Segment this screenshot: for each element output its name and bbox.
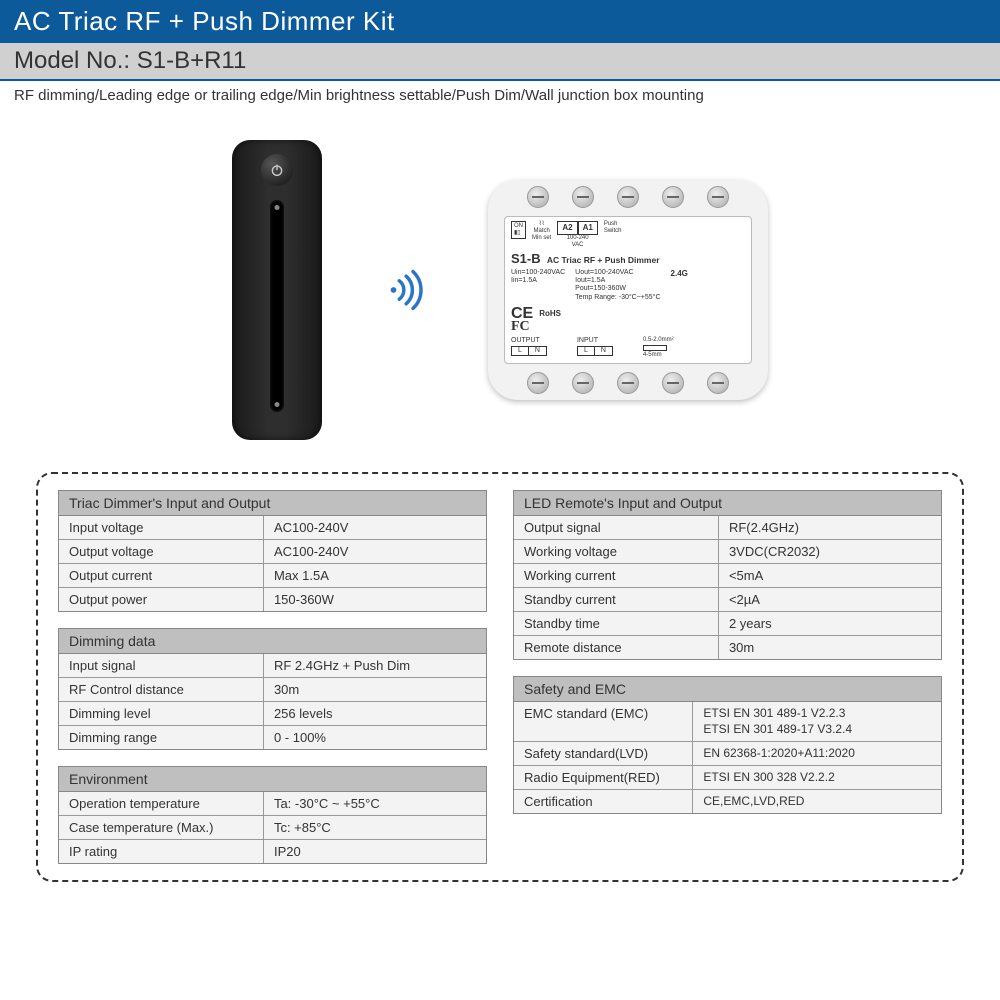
- dimmer-module-illustration: ON ▮▯ ⌇⌇ Match Min set A2 A1 100-240 VAC…: [488, 180, 768, 400]
- module-label-panel: ON ▮▯ ⌇⌇ Match Min set A2 A1 100-240 VAC…: [504, 216, 752, 364]
- spec-uin: Uin=100-240VAC: [511, 269, 565, 277]
- spec-iout: Iout=1.5A: [575, 277, 660, 285]
- specs-area: Triac Dimmer's Input and Output Input vo…: [36, 472, 964, 882]
- module-screws-bottom: [488, 372, 768, 394]
- table-row: Case temperature (Max.)Tc: +85°C: [59, 816, 486, 840]
- table-triac-io: Triac Dimmer's Input and Output Input vo…: [58, 490, 487, 612]
- table-row: Output currentMax 1.5A: [59, 564, 486, 588]
- spec-col-right: LED Remote's Input and Output Output sig…: [513, 490, 942, 864]
- remote-slider-track: [270, 200, 284, 412]
- table-row: Dimming range0 - 100%: [59, 726, 486, 749]
- table-row: Output voltageAC100-240V: [59, 540, 486, 564]
- push-switch-label: Push Switch: [604, 221, 622, 235]
- product-images-row: ON ▮▯ ⌇⌇ Match Min set A2 A1 100-240 VAC…: [0, 110, 1000, 460]
- module-model-name: S1-B: [511, 251, 541, 266]
- dip-legend: ⌇⌇ Match Min set: [532, 221, 551, 243]
- table-header: Dimming data: [59, 629, 486, 654]
- terminal-a1: A1: [578, 221, 598, 235]
- table-row: RF Control distance30m: [59, 678, 486, 702]
- table-row: Safety standard(LVD)EN 62368-1:2020+A11:…: [514, 742, 941, 766]
- rohs-mark: RoHS: [539, 309, 561, 319]
- table-row: Working voltage3VDC(CR2032): [514, 540, 941, 564]
- spec-uout: Uout=100-240VAC: [575, 269, 660, 277]
- table-row: Standby current<2µA: [514, 588, 941, 612]
- slider-dot-bottom: [275, 402, 280, 407]
- table-row: IP ratingIP20: [59, 840, 486, 863]
- input-label: INPUT: [577, 337, 613, 345]
- table-header: Safety and EMC: [514, 677, 941, 702]
- spec-col-left: Triac Dimmer's Input and Output Input vo…: [58, 490, 487, 864]
- table-row: Dimming level256 levels: [59, 702, 486, 726]
- table-row: Output power150-360W: [59, 588, 486, 611]
- slider-dot-top: [275, 205, 280, 210]
- table-row: Working current<5mA: [514, 564, 941, 588]
- spec-pout: Pout=150-360W: [575, 285, 660, 293]
- remote-power-button: [261, 154, 293, 186]
- module-subtitle: AC Triac RF + Push Dimmer: [547, 255, 660, 265]
- title-bar: AC Triac RF + Push Dimmer Kit: [0, 0, 1000, 43]
- table-row: Operation temperatureTa: -30°C ~ +55°C: [59, 792, 486, 816]
- table-row: Input signalRF 2.4GHz + Push Dim: [59, 654, 486, 678]
- spec-freq: 2.4G: [671, 269, 688, 303]
- dip-switch: ON ▮▯: [511, 221, 526, 239]
- wire-strip: 4-5mm: [643, 352, 674, 359]
- table-row: Radio Equipment(RED)ETSI EN 300 328 V2.2…: [514, 766, 941, 790]
- table-remote-io: LED Remote's Input and Output Output sig…: [513, 490, 942, 660]
- table-row: Remote distance30m: [514, 636, 941, 659]
- remote-illustration: [232, 140, 322, 440]
- features-line: RF dimming/Leading edge or trailing edge…: [0, 81, 1000, 110]
- table-header: Environment: [59, 767, 486, 792]
- model-bar: Model No.: S1-B+R11: [0, 43, 1000, 81]
- table-header: LED Remote's Input and Output: [514, 491, 941, 516]
- a-voltage: 100-240 VAC: [567, 235, 589, 249]
- output-label: OUTPUT: [511, 337, 547, 345]
- table-header: Triac Dimmer's Input and Output: [59, 491, 486, 516]
- fcc-mark: FC: [511, 319, 530, 336]
- table-row: EMC standard (EMC)ETSI EN 301 489-1 V2.2…: [514, 702, 941, 742]
- table-row: CertificationCE,EMC,LVD,RED: [514, 790, 941, 813]
- table-environment: Environment Operation temperatureTa: -30…: [58, 766, 487, 864]
- terminal-a2: A2: [557, 221, 577, 235]
- wire-gauge: 0.5-2.0mm²: [643, 337, 674, 344]
- table-row: Output signalRF(2.4GHz): [514, 516, 941, 540]
- output-terminals: LN: [511, 346, 547, 356]
- input-terminals: LN: [577, 346, 613, 356]
- wireless-icon: [382, 267, 428, 313]
- power-icon: [269, 162, 285, 178]
- spec-iin: Iin=1.5A: [511, 277, 565, 285]
- table-row: Standby time2 years: [514, 612, 941, 636]
- spec-temp: Temp Range: -30°C~+55°C: [575, 294, 660, 302]
- table-dimming: Dimming data Input signalRF 2.4GHz + Pus…: [58, 628, 487, 750]
- table-safety: Safety and EMC EMC standard (EMC)ETSI EN…: [513, 676, 942, 814]
- table-row: Input voltageAC100-240V: [59, 516, 486, 540]
- module-screws-top: [488, 186, 768, 208]
